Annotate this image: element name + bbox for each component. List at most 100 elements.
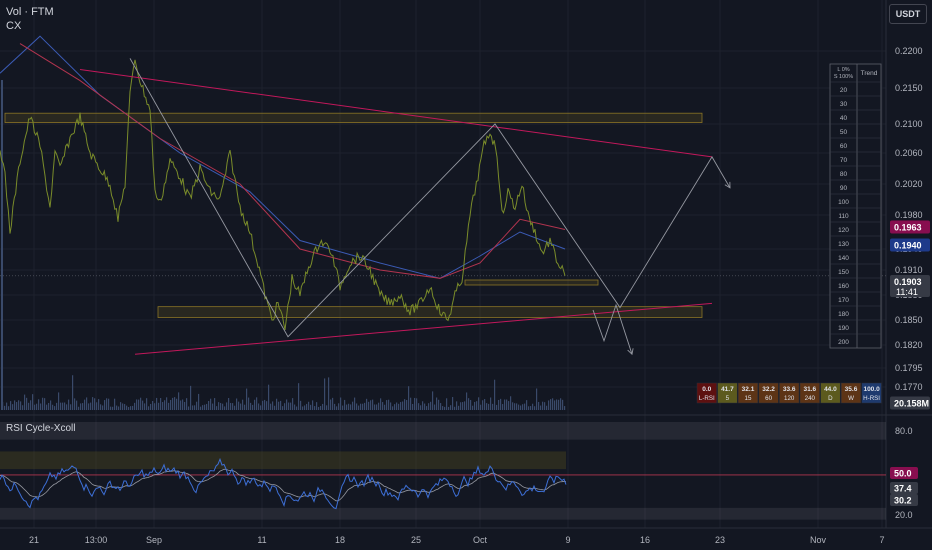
volume-bar — [478, 397, 480, 410]
rsi-cell-value: 0.0 — [702, 386, 711, 393]
volume-bar — [516, 403, 518, 410]
time-tick-label: 9 — [565, 535, 570, 545]
rsi-cell-value: 33.6 — [783, 386, 796, 393]
price-tick-label: 0.2200 — [895, 46, 923, 56]
volume-bar — [48, 402, 50, 410]
volume-bar — [370, 400, 372, 410]
volume-bar — [244, 404, 246, 410]
volume-bar — [294, 404, 296, 410]
volume-bar — [152, 400, 154, 410]
table-header-left: L 0% — [837, 67, 849, 73]
volume-bars — [1, 80, 566, 410]
rsi-cell — [758, 382, 779, 404]
volume-bar — [14, 400, 16, 410]
rsi-cell-label: H-RSI — [863, 395, 880, 402]
volume-bar — [378, 402, 380, 410]
volume-bar — [392, 406, 394, 410]
volume-bar — [32, 394, 34, 410]
volume-bar — [4, 405, 6, 410]
volume-bar — [328, 377, 330, 410]
volume-bar — [286, 399, 288, 410]
time-axis[interactable]: 21 13:00 Sep 11 18 25 Oct 9 16 23 Nov 7 — [0, 527, 932, 545]
volume-bar — [66, 404, 68, 410]
rsi-cell-label: 120 — [784, 395, 795, 402]
time-tick-label: Nov — [810, 535, 827, 545]
currency-button[interactable]: USDT — [889, 4, 927, 24]
volume-bar — [406, 399, 408, 410]
volume-bar — [214, 398, 216, 410]
volume-bar — [36, 403, 38, 410]
volume-bar — [246, 388, 248, 410]
volume-bar — [500, 398, 502, 410]
volume-bar — [396, 402, 398, 410]
price-tick-label: 0.1770 — [895, 382, 923, 392]
table-row-label: 100 — [838, 199, 849, 206]
volume-bar — [228, 397, 230, 410]
volume-bar — [172, 397, 174, 410]
volume-bar — [84, 399, 86, 410]
rsi-cell — [779, 382, 800, 404]
rsi-cell — [861, 382, 882, 404]
volume-bar — [116, 405, 118, 410]
volume-bar — [270, 403, 272, 410]
volume-bar — [102, 405, 104, 410]
volume-bar — [386, 400, 388, 410]
volume-bar — [408, 386, 410, 410]
volume-bar — [488, 403, 490, 410]
volume-bar — [464, 401, 466, 410]
rsi-lower-band — [0, 507, 886, 520]
volume-bar — [52, 404, 54, 410]
rsi-cell-value: 32.1 — [742, 386, 755, 393]
volume-bar — [450, 405, 452, 410]
volume-bar — [426, 406, 428, 410]
volume-bar — [356, 403, 358, 410]
price-badge-label: 0.1963 — [894, 223, 922, 233]
volume-bar — [354, 397, 356, 410]
rsi-cell-label: 5 — [726, 395, 730, 402]
volume-bar — [158, 402, 160, 410]
volume-bar — [272, 401, 274, 410]
rsi-badge-label: 30.2 — [894, 496, 912, 506]
volume-bar — [96, 402, 98, 410]
volume-bar — [12, 404, 14, 410]
volume-bar — [482, 400, 484, 410]
support-zone — [464, 279, 599, 286]
price-axis[interactable]: 0.2200 0.2150 0.2100 0.2060 0.2020 0.1980 0.19… — [890, 46, 930, 520]
volume-bar — [98, 399, 100, 410]
volume-bar — [262, 400, 264, 410]
volume-bar — [22, 405, 24, 410]
table-row-label: 20 — [840, 87, 848, 94]
volume-bar — [140, 397, 142, 410]
rsi-tick-label: 20.0 — [895, 510, 913, 520]
volume-bar — [540, 405, 542, 410]
volume-bar — [510, 396, 512, 410]
volume-bar — [434, 404, 436, 410]
volume-bar — [1, 80, 3, 410]
volume-bar — [388, 399, 390, 410]
table-row-label: 180 — [838, 311, 849, 318]
volume-bar — [242, 399, 244, 410]
volume-bar — [188, 406, 190, 410]
volume-bar — [376, 404, 378, 410]
volume-bar — [520, 405, 522, 410]
table-row-label: 130 — [838, 241, 849, 248]
volume-bar — [362, 403, 364, 410]
volume-bar — [402, 401, 404, 410]
volume-bar — [206, 403, 208, 410]
volume-bar — [282, 406, 284, 410]
volume-bar — [146, 398, 148, 410]
volume-bar — [204, 404, 206, 410]
price-tick-label: 0.2060 — [895, 148, 923, 158]
volume-bar — [212, 403, 214, 410]
volume-bar — [160, 398, 162, 410]
volume-bar — [88, 403, 90, 410]
volume-bar — [150, 403, 152, 410]
volume-bar — [552, 398, 554, 410]
volume-bar — [232, 403, 234, 410]
volume-bar — [170, 399, 172, 410]
volume-bar — [198, 393, 200, 410]
volume-bar — [252, 404, 254, 410]
volume-bar — [430, 401, 432, 410]
zones — [4, 112, 703, 318]
